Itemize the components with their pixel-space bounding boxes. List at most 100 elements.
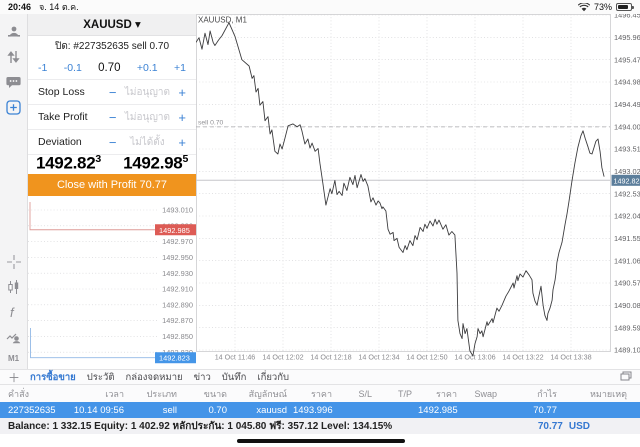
- status-bar: 20:46 จ. 14 ต.ค. 73%: [0, 0, 640, 14]
- volume-plus-1[interactable]: +1: [174, 61, 186, 74]
- chevron-down-icon: ▾: [134, 19, 141, 31]
- cell-price2: 1492.985: [418, 404, 458, 416]
- tab-history[interactable]: ประวัติ: [86, 371, 115, 383]
- volume-minus-1[interactable]: -1: [38, 61, 48, 74]
- deviation-label: Deviation: [38, 136, 82, 148]
- svg-text:1494.000: 1494.000: [614, 122, 640, 131]
- svg-text:1492.930: 1492.930: [162, 269, 193, 278]
- bid-price: 1492.823: [36, 153, 101, 173]
- timeframe-button[interactable]: M1: [7, 354, 20, 363]
- ask-price: 1492.985: [123, 153, 188, 173]
- svg-text:14 Oct 11:46: 14 Oct 11:46: [215, 353, 256, 362]
- svg-text:1489.590: 1489.590: [614, 323, 640, 332]
- cell-size: 0.70: [208, 404, 228, 416]
- svg-text:14 Oct 12:34: 14 Oct 12:34: [358, 353, 399, 362]
- svg-text:1490.570: 1490.570: [614, 279, 640, 288]
- stop-loss-plus-button[interactable]: +: [178, 84, 186, 100]
- deviation-minus-button[interactable]: −: [108, 134, 117, 150]
- symbol-dropdown[interactable]: XAUUSD ▾: [28, 14, 196, 36]
- account-icon[interactable]: [6, 24, 22, 40]
- svg-text:1493.010: 1493.010: [162, 206, 193, 215]
- stop-loss-field[interactable]: ไม่อนุญาต: [124, 86, 170, 98]
- col-size: ขนาด: [203, 388, 227, 399]
- take-profit-minus-button[interactable]: −: [108, 109, 117, 125]
- svg-text:1494.490: 1494.490: [614, 100, 640, 109]
- svg-text:14 Oct 12:02: 14 Oct 12:02: [262, 353, 303, 362]
- col-type: ประเภท: [146, 388, 177, 399]
- profit-currency: USD: [568, 420, 590, 432]
- take-profit-plus-button[interactable]: +: [178, 109, 186, 125]
- svg-text:1494.980: 1494.980: [614, 78, 640, 87]
- svg-text:sell 0.70: sell 0.70: [198, 119, 224, 126]
- objects-icon[interactable]: [6, 329, 22, 345]
- cell-time: 10.14 09:56: [73, 404, 124, 416]
- trade-arrows-icon[interactable]: [6, 49, 22, 65]
- col-symbol: สัญลักษณ์: [248, 388, 287, 399]
- volume-minus-01[interactable]: -0.1: [63, 61, 82, 74]
- stop-loss-row: Stop Loss − ไม่อนุญาต +: [28, 80, 196, 105]
- account-summary-bar: Balance: 1 332.15 Equity: 1 402.92 หลักป…: [0, 418, 640, 434]
- bid-ask-prices: 1492.823 1492.985: [28, 153, 196, 174]
- svg-text:1492.870: 1492.870: [162, 316, 193, 325]
- indicators-f-icon[interactable]: f: [6, 304, 22, 320]
- tab-trade[interactable]: การซื้อขาย: [30, 371, 76, 383]
- position-row[interactable]: 227352635 10.14 09:56 sell 0.70 xauusd 1…: [0, 402, 640, 418]
- svg-text:1492.970: 1492.970: [162, 237, 193, 246]
- clock: 20:46: [8, 2, 32, 12]
- crosshair-icon[interactable]: [6, 254, 22, 270]
- cell-order: 227352635: [8, 404, 56, 416]
- svg-text:14 Oct 13:38: 14 Oct 13:38: [550, 353, 591, 362]
- wifi-icon: [577, 2, 590, 11]
- add-order-plus-icon[interactable]: ＋: [8, 370, 21, 385]
- svg-text:1491.060: 1491.060: [614, 256, 640, 265]
- svg-text:f: f: [10, 305, 15, 320]
- battery-icon: [616, 3, 634, 11]
- positions-table-header: คำสั่ง เวลา ประเภท ขนาด สัญลักษณ์ ราคา S…: [0, 385, 640, 402]
- col-swap: Swap: [474, 388, 497, 399]
- col-order: คำสั่ง: [8, 388, 29, 399]
- svg-text:1492.040: 1492.040: [614, 212, 640, 221]
- svg-text:1492.530: 1492.530: [614, 189, 640, 198]
- deviation-field[interactable]: ไม่ได้ตั้ง: [130, 136, 165, 148]
- close-with-profit-button[interactable]: Close with Profit 70.77: [28, 174, 196, 196]
- svg-text:1492.890: 1492.890: [162, 300, 193, 309]
- svg-text:1489.100: 1489.100: [614, 346, 640, 355]
- cell-price: 1493.996: [293, 404, 333, 416]
- col-price: ราคา: [311, 388, 332, 399]
- main-chart-svg[interactable]: 1496.450 1495.960 1495.470 1494.980 1494.490…: [196, 14, 640, 362]
- svg-text:14 Oct 13:06: 14 Oct 13:06: [454, 353, 495, 362]
- candlestick-icon[interactable]: [6, 279, 22, 295]
- tab-news[interactable]: ข่าว: [193, 371, 211, 383]
- volume-value[interactable]: 0.70: [98, 61, 121, 74]
- windows-layout-icon[interactable]: [620, 371, 632, 384]
- svg-text:XAUUSD, M1: XAUUSD, M1: [198, 16, 247, 25]
- svg-text:1493.510: 1493.510: [614, 145, 640, 154]
- cell-profit: 70.77: [533, 404, 557, 416]
- home-indicator[interactable]: [237, 439, 405, 443]
- new-order-icon[interactable]: [6, 99, 22, 115]
- stop-loss-label: Stop Loss: [38, 86, 85, 98]
- svg-text:14 Oct 12:18: 14 Oct 12:18: [310, 353, 351, 362]
- take-profit-label: Take Profit: [38, 111, 88, 123]
- cell-type: sell: [162, 404, 177, 416]
- order-panel: XAUUSD ▾ ปิด: #227352635 sell 0.70 -1 -0…: [28, 14, 196, 369]
- floating-profit: 70.77: [537, 420, 563, 432]
- battery-percent: 73%: [593, 2, 612, 12]
- tab-mailbox[interactable]: กล่องจดหมาย: [125, 371, 183, 383]
- tab-journal[interactable]: บันทึก: [221, 371, 247, 383]
- volume-plus-01[interactable]: +0.1: [136, 61, 158, 74]
- col-price2: ราคา: [436, 388, 457, 399]
- close-order-line: ปิด: #227352635 sell 0.70: [54, 41, 170, 52]
- take-profit-field[interactable]: ไม่อนุญาต: [124, 111, 170, 123]
- svg-text:1496.450: 1496.450: [614, 14, 640, 20]
- svg-text:1490.080: 1490.080: [614, 301, 640, 310]
- svg-text:14 Oct 13:22: 14 Oct 13:22: [502, 353, 543, 362]
- deviation-plus-button[interactable]: +: [178, 134, 186, 150]
- chat-icon[interactable]: [6, 74, 22, 90]
- tick-chart-svg[interactable]: 1493.0101492.9901492.9701492.9501492.930…: [28, 196, 196, 369]
- stop-loss-minus-button[interactable]: −: [108, 84, 117, 100]
- tab-about[interactable]: เกี่ยวกับ: [257, 371, 290, 383]
- deviation-row: Deviation − ไม่ได้ตั้ง +: [28, 130, 196, 155]
- col-comment: หมายเหตุ: [589, 388, 627, 399]
